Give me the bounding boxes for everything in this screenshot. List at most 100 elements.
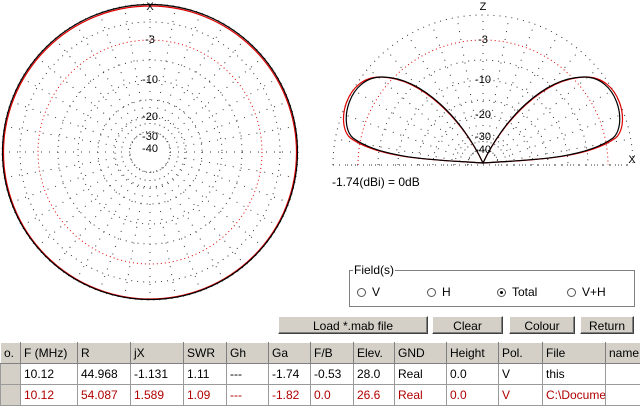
- grid-radial: [169, 154, 296, 179]
- table-cell: 0.0: [310, 384, 354, 406]
- grid-radial: [335, 138, 469, 163]
- column-header[interactable]: name: [605, 342, 640, 364]
- grid-ring: [417, 99, 549, 166]
- grid-radial: [168, 100, 290, 146]
- table-cell: V: [498, 363, 543, 385]
- button[interactable]: Clear: [432, 316, 503, 334]
- radio-circle[interactable]: [497, 287, 506, 297]
- grid-radial: [36, 56, 136, 140]
- grid-radial: [75, 23, 141, 135]
- grid-radial: [21, 161, 133, 227]
- ring-label: -30: [142, 131, 158, 143]
- table-cell: 10.12: [20, 384, 78, 406]
- grid-radial: [21, 77, 133, 143]
- grid-radial: [352, 89, 471, 158]
- ring-label: -3: [478, 34, 488, 46]
- radio-circle[interactable]: [427, 287, 436, 297]
- grid-ring-ref: [37, 39, 263, 265]
- grid-radial: [431, 23, 479, 152]
- table-cell: 0.0: [446, 363, 499, 385]
- grid-radial: [36, 164, 136, 248]
- radio-option[interactable]: H: [427, 285, 451, 299]
- button[interactable]: Load *.mab file: [278, 316, 428, 334]
- table-cell: ---: [226, 363, 269, 385]
- grid-radial: [168, 158, 290, 204]
- radio-label[interactable]: H: [442, 285, 451, 299]
- grid-radial: [407, 34, 476, 153]
- grid-radial: [367, 68, 472, 156]
- grid-radial: [162, 166, 246, 266]
- column-header[interactable]: GND: [394, 342, 447, 364]
- table-cell: -1.82: [268, 384, 311, 406]
- ring-label: -20: [475, 109, 491, 121]
- column-header[interactable]: F (MHz): [20, 342, 78, 364]
- grid-radial: [496, 113, 625, 161]
- grid-radial: [162, 38, 246, 138]
- grid-radial: [159, 169, 225, 281]
- ring-label: -10: [475, 74, 491, 86]
- table-cell: Real: [394, 363, 447, 385]
- grid-radial: [123, 6, 148, 133]
- radio-label[interactable]: V: [372, 285, 381, 299]
- lobe: [482, 76, 621, 164]
- pattern-curve: [1, 3, 299, 301]
- column-header[interactable]: Pol.: [498, 342, 543, 364]
- column-header[interactable]: SWR: [183, 342, 227, 364]
- grid-radial: [54, 166, 138, 266]
- ring-label: -40: [142, 143, 158, 155]
- grid-radial: [386, 49, 474, 154]
- table-cell: Real: [394, 384, 447, 406]
- column-header[interactable]: jX: [130, 342, 184, 364]
- radio-option[interactable]: V: [357, 285, 380, 299]
- table-cell: 28.0: [353, 363, 395, 385]
- grid-radial: [497, 138, 631, 163]
- column-header[interactable]: Ga: [268, 342, 311, 364]
- column-header[interactable]: File: [542, 342, 606, 364]
- grid-radial: [75, 169, 141, 281]
- ring-label: -30: [475, 131, 491, 143]
- grid-radial: [167, 161, 279, 227]
- table-cell: 0.0: [446, 384, 499, 406]
- field-group-box: [349, 270, 635, 307]
- grid-radial: [167, 77, 279, 143]
- row-selector[interactable]: [0, 384, 21, 406]
- table-cell: C:\Docume: [542, 384, 606, 406]
- grid-radial: [495, 89, 614, 158]
- grid-ring: [114, 116, 186, 188]
- grid-radial: [10, 100, 132, 146]
- grid-ring: [77, 79, 223, 225]
- button[interactable]: Return: [580, 316, 634, 334]
- axis-label: Z: [480, 1, 487, 13]
- axis-label: X: [146, 1, 154, 13]
- grid-radial: [152, 6, 177, 133]
- radio-circle[interactable]: [567, 287, 576, 297]
- ring-label: -40: [475, 144, 491, 156]
- column-header[interactable]: R: [77, 342, 131, 364]
- button[interactable]: Colour: [509, 316, 575, 334]
- table-cell: 1.11: [183, 363, 227, 385]
- radio-option[interactable]: Total: [497, 285, 537, 299]
- lobe: [345, 76, 484, 164]
- radio-circle[interactable]: [357, 287, 366, 297]
- row-selector[interactable]: [0, 363, 21, 385]
- column-header[interactable]: Height: [446, 342, 499, 364]
- grid-radial: [4, 125, 131, 150]
- grid-radial: [156, 170, 202, 292]
- column-header[interactable]: F/B: [310, 342, 354, 364]
- table-cell: V: [498, 384, 543, 406]
- column-header[interactable]: Gh: [226, 342, 269, 364]
- radio-option[interactable]: V+H: [567, 285, 606, 299]
- grid-ring-ref: [357, 39, 609, 166]
- grid-radial: [494, 68, 599, 156]
- grid-radial: [98, 170, 144, 292]
- radio-label[interactable]: V+H: [582, 285, 606, 299]
- column-header[interactable]: o.: [0, 342, 21, 364]
- table-cell: 1.09: [183, 384, 227, 406]
- grid-radial: [4, 154, 131, 179]
- table-cell: -1.74: [268, 363, 311, 385]
- radio-label[interactable]: Total: [512, 285, 538, 299]
- grid-radial: [456, 17, 481, 151]
- column-header[interactable]: Elev.: [353, 342, 395, 364]
- table-cell: [605, 384, 640, 406]
